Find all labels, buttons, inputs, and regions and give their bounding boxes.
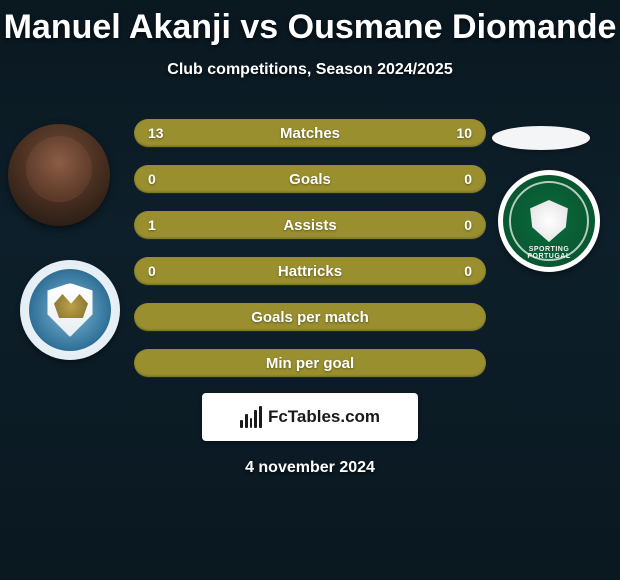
player-left-avatar: [8, 124, 110, 226]
stat-left-value: 13: [148, 125, 164, 141]
stat-label: Assists: [283, 217, 336, 234]
stat-left-value: 0: [148, 263, 156, 279]
brand-badge[interactable]: FcTables.com: [202, 393, 418, 441]
man-city-badge: [20, 260, 120, 360]
stats-container: 13 Matches 10 0 Goals 0 1 Assists 0 0 Ha…: [134, 119, 486, 377]
stat-label: Hattricks: [278, 263, 342, 280]
stat-left-value: 1: [148, 217, 156, 233]
stat-row-goals-per-match: Goals per match: [134, 303, 486, 331]
stat-right-value: 10: [456, 125, 472, 141]
stat-row-goals: 0 Goals 0: [134, 165, 486, 193]
chart-icon: [240, 406, 262, 428]
club-right-text: SPORTINGPORTUGAL: [503, 246, 595, 260]
stat-left-value: 0: [148, 171, 156, 187]
stat-row-assists: 1 Assists 0: [134, 211, 486, 239]
stat-row-min-per-goal: Min per goal: [134, 349, 486, 377]
date-text: 4 november 2024: [0, 459, 620, 477]
stat-right-value: 0: [464, 263, 472, 279]
stat-label: Goals per match: [251, 309, 369, 326]
brand-text: FcTables.com: [268, 407, 380, 427]
stat-right-value: 0: [464, 217, 472, 233]
player-right-avatar: [492, 126, 590, 150]
stat-row-matches: 13 Matches 10: [134, 119, 486, 147]
stat-label: Goals: [289, 171, 331, 188]
page-title: Manuel Akanji vs Ousmane Diomande: [0, 0, 620, 47]
sporting-badge: SPORTINGPORTUGAL: [498, 170, 600, 272]
stat-label: Min per goal: [266, 355, 354, 372]
stat-label: Matches: [280, 125, 340, 142]
stat-right-value: 0: [464, 171, 472, 187]
subtitle: Club competitions, Season 2024/2025: [0, 61, 620, 79]
stat-row-hattricks: 0 Hattricks 0: [134, 257, 486, 285]
